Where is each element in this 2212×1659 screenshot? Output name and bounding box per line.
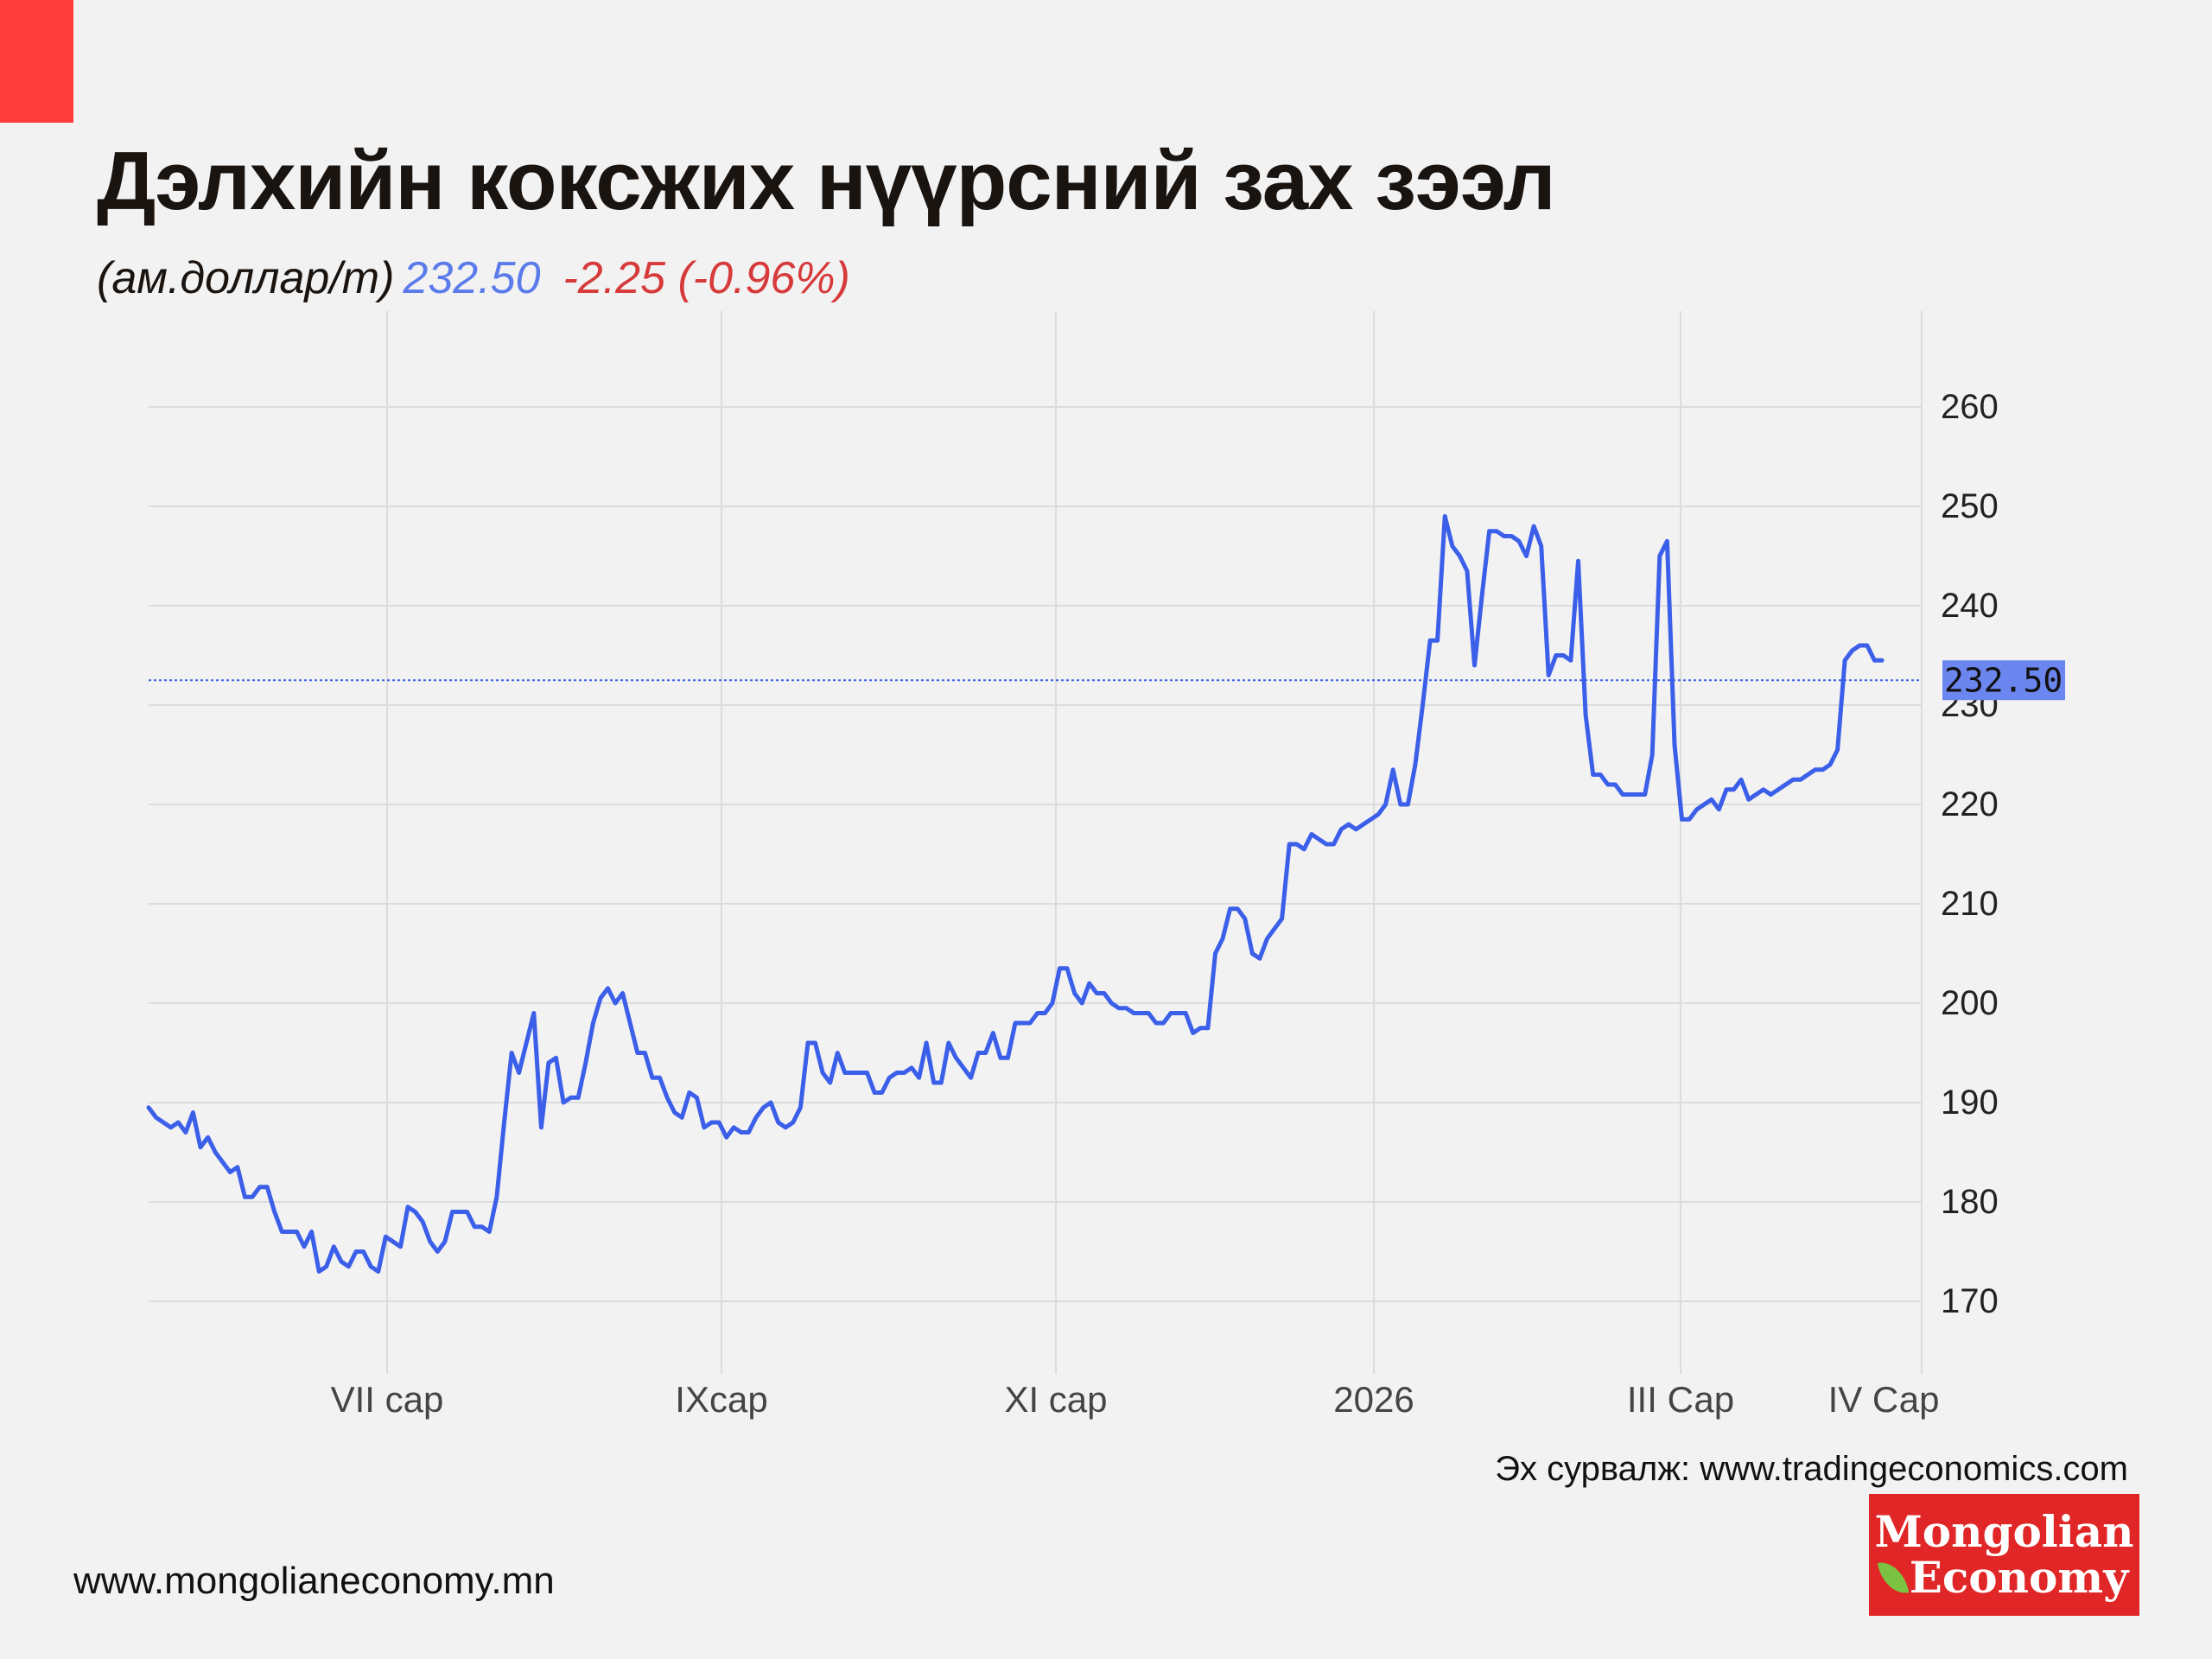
current-price: 232.50 <box>403 253 541 303</box>
last-value-box <box>1942 660 2065 701</box>
unit-label: (ам.доллар/т) <box>97 253 395 303</box>
y-tick-label: 180 <box>1941 1183 1999 1221</box>
y-tick-label: 240 <box>1941 587 1999 625</box>
y-tick-label: 250 <box>1941 487 1999 525</box>
x-tick-label: III Сар <box>1627 1379 1734 1420</box>
subtitle: (ам.доллар/т) 232.50 -2.25 (-0.96%) <box>97 252 850 304</box>
y-tick-label: 170 <box>1941 1282 1999 1320</box>
y-tick-label: 190 <box>1941 1084 1999 1122</box>
price-change: -2.25 (-0.96%) <box>563 253 850 303</box>
leaf-icon <box>1877 1558 1909 1598</box>
logo-line-1: Mongolian <box>1874 1506 2134 1557</box>
source-credit: Эх сурвалж: www.tradingeconomics.com <box>1495 1450 2128 1488</box>
x-tick-label: IXсар <box>675 1379 767 1420</box>
chart-grid <box>149 311 1923 1374</box>
x-tick-label: XI сар <box>1004 1379 1107 1420</box>
y-tick-label: 210 <box>1941 885 1999 923</box>
page-title: Дэлхийн коксжих нүүрсний зах зээл <box>97 135 1556 227</box>
last-value-label: 232.50 <box>1944 661 2063 699</box>
accent-corner <box>0 0 73 123</box>
site-url[interactable]: www.mongolianeconomy.mn <box>73 1560 555 1602</box>
y-tick-label: 220 <box>1941 785 1999 823</box>
series-line <box>146 514 1885 1274</box>
x-axis-labels: VII сар IXсар XI сар 2026 III Сар IV Сар <box>331 1379 1940 1420</box>
logo-line-2: Economy <box>1909 1551 2129 1603</box>
x-tick-label: IV Сар <box>1828 1379 1940 1420</box>
brand-logo: Mongolian Economy <box>1869 1494 2139 1616</box>
x-tick-label: VII сар <box>331 1379 444 1420</box>
y-tick-label: 260 <box>1941 388 1999 426</box>
y-tick-label: 200 <box>1941 984 1999 1022</box>
x-tick-label: 2026 <box>1333 1379 1414 1420</box>
